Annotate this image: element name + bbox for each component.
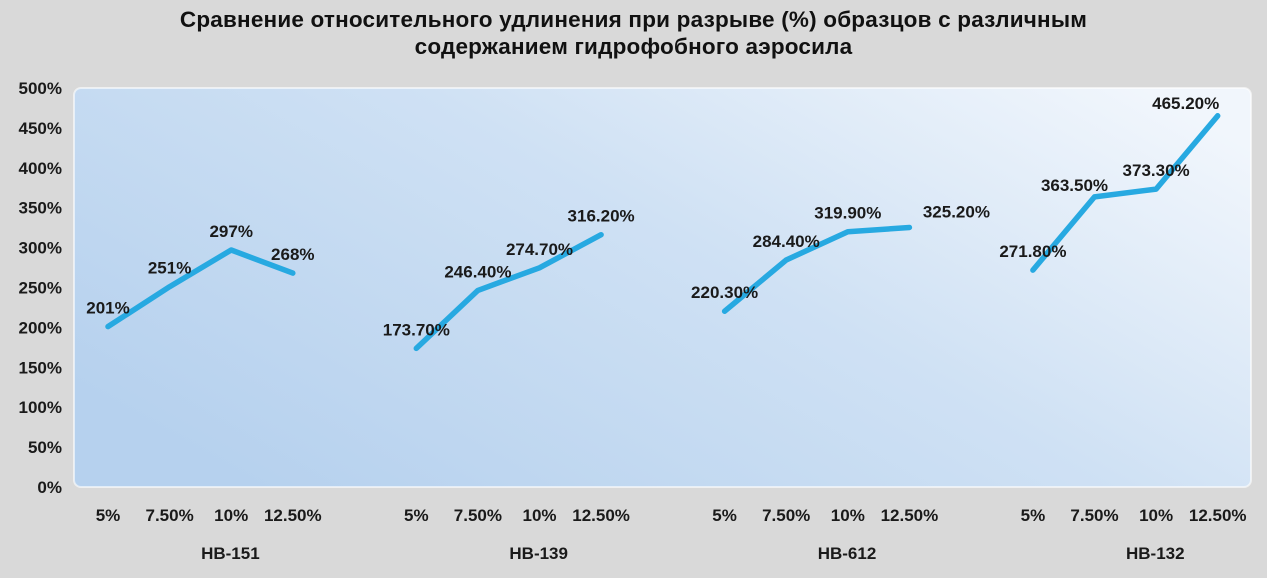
y-axis-tick-label: 500% — [19, 79, 62, 98]
x-axis-tick-label: 12.50% — [264, 506, 322, 525]
series-line-НВ-139 — [413, 231, 604, 352]
chart-title: Сравнение относительного удлинения при р… — [0, 6, 1267, 60]
series-line-НВ-151 — [105, 247, 296, 330]
series-line-НВ-612 — [721, 224, 913, 314]
data-label: 268% — [271, 245, 314, 264]
group-label: НВ-132 — [1126, 544, 1185, 563]
x-axis-tick-label: 10% — [831, 506, 865, 525]
chart-title-line-1: Сравнение относительного удлинения при р… — [179, 7, 1088, 32]
data-label: 274.70% — [506, 240, 573, 259]
data-label: 465.20% — [1152, 94, 1219, 113]
x-axis-tick-label: 7.50% — [1070, 506, 1118, 525]
x-axis-tick-label: 5% — [404, 506, 429, 525]
x-axis-tick-label: 10% — [1139, 506, 1173, 525]
chart-title-line-2: содержанием гидрофобного аэросила — [414, 34, 853, 59]
x-axis-tick-label: 5% — [712, 506, 737, 525]
x-axis-tick-label: 12.50% — [881, 506, 939, 525]
group-label: НВ-151 — [201, 544, 260, 563]
y-axis-tick-label: 450% — [19, 119, 62, 138]
x-axis-tick-label: 12.50% — [1189, 506, 1247, 525]
y-axis-tick-label: 200% — [19, 318, 62, 337]
data-label: 246.40% — [444, 262, 511, 281]
y-axis-tick-label: 300% — [19, 239, 62, 258]
group-label: НВ-139 — [509, 544, 568, 563]
plot-area — [73, 87, 1252, 488]
data-label: 284.40% — [753, 232, 820, 251]
data-label: 363.50% — [1041, 176, 1108, 195]
data-label: 373.30% — [1123, 161, 1190, 180]
x-axis-tick-label: 7.50% — [454, 506, 502, 525]
y-axis-tick-label: 0% — [37, 478, 62, 497]
x-axis-tick-label: 7.50% — [145, 506, 193, 525]
series-line-НВ-132 — [1030, 113, 1221, 273]
y-axis-tick-label: 150% — [19, 358, 62, 377]
data-label: 220.30% — [691, 283, 758, 302]
x-axis-tick-label: 10% — [522, 506, 556, 525]
data-label: 251% — [148, 259, 191, 278]
data-label: 271.80% — [999, 242, 1066, 261]
x-axis-tick-label: 10% — [214, 506, 248, 525]
y-axis-tick-label: 350% — [19, 199, 62, 218]
data-label: 325.20% — [923, 202, 990, 221]
data-label: 173.70% — [383, 320, 450, 339]
y-axis-tick-label: 250% — [19, 279, 62, 298]
group-label: НВ-612 — [818, 544, 877, 563]
data-label: 297% — [209, 222, 252, 241]
x-axis-tick-label: 5% — [1021, 506, 1046, 525]
x-axis-tick-label: 7.50% — [762, 506, 810, 525]
y-axis-tick-label: 50% — [28, 438, 62, 457]
data-label: 319.90% — [814, 204, 881, 223]
data-label: 201% — [86, 299, 129, 318]
y-axis-tick-label: 100% — [19, 398, 62, 417]
data-label: 316.20% — [568, 207, 635, 226]
x-axis-tick-label: 12.50% — [572, 506, 630, 525]
x-axis-tick-label: 5% — [96, 506, 121, 525]
y-axis-tick-label: 400% — [19, 159, 62, 178]
